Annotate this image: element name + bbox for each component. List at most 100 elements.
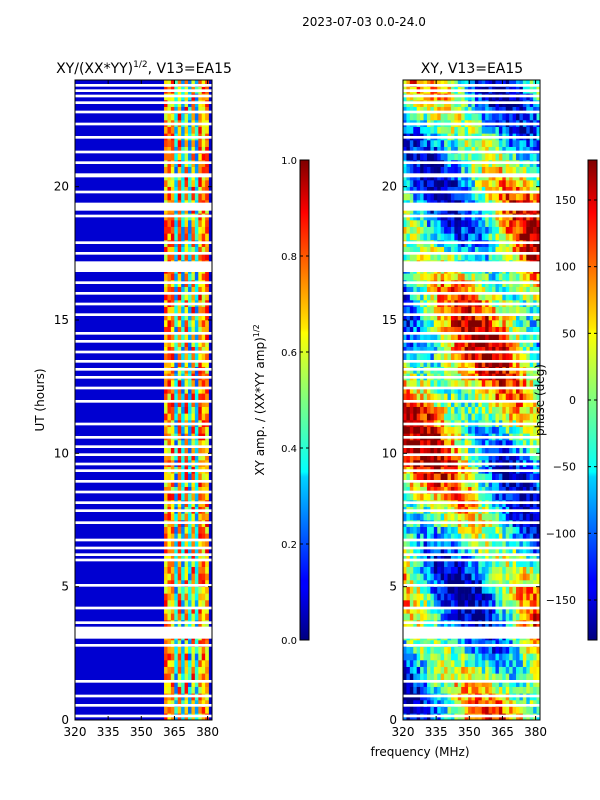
xy-phase-cell <box>464 180 469 187</box>
xy-phase-cell <box>512 600 517 607</box>
xy-phase-cell <box>512 646 517 654</box>
xy-phase-cell <box>536 560 540 567</box>
xy-phase-cell <box>440 253 445 261</box>
xy-phase-cell <box>409 600 414 607</box>
xy-phase-cell <box>444 340 448 347</box>
xy-phase-cell <box>450 700 455 707</box>
xy-phase-cell <box>426 393 431 401</box>
xy-phase-cell <box>409 666 414 674</box>
amp-ratio-cell <box>181 613 185 621</box>
amp-ratio-cell <box>167 440 172 447</box>
xy-phase-cell <box>498 166 503 174</box>
xy-phase-cell <box>509 406 513 414</box>
xy-phase-cell <box>495 513 500 521</box>
amp-ratio-cell <box>177 700 182 707</box>
xy-phase-cell <box>505 426 510 434</box>
amp-ratio-cell <box>164 706 168 714</box>
xy-phase-cell <box>502 700 507 707</box>
xy-phase-cell <box>502 180 507 187</box>
amp-ratio-cell <box>201 593 206 601</box>
xy-phase-cell <box>516 533 520 541</box>
xy-phase-cell <box>413 380 417 387</box>
amp-ratio-cell <box>170 193 175 201</box>
xy-phase-cell <box>403 360 407 367</box>
xy-phase-cell <box>437 246 441 254</box>
xy-phase-cell <box>485 440 489 447</box>
amp-ratio-cell <box>194 606 199 614</box>
xy-phase-cell <box>478 333 483 341</box>
xy-phase-cell <box>478 346 483 354</box>
xy-phase-cell <box>464 353 469 361</box>
xy-phase-cell <box>495 226 500 234</box>
xy-phase-cell <box>409 166 414 174</box>
xy-phase-cell <box>478 473 483 481</box>
xy-phase-cell <box>426 293 431 301</box>
amp-ratio-cell <box>201 220 206 227</box>
xy-phase-cell <box>403 553 407 561</box>
xy-phase-cell <box>509 526 513 534</box>
xy-phase-cell <box>464 686 469 694</box>
xy-phase-cell <box>450 273 455 281</box>
xy-phase-cell <box>413 293 417 301</box>
xy-phase-cell <box>461 473 465 481</box>
xy-phase-cell <box>536 526 540 534</box>
xy-phase-cell <box>522 440 527 447</box>
amp-ratio-cell <box>194 493 199 501</box>
xy-phase-cell <box>416 646 421 654</box>
amp-ratio-cell <box>181 660 185 667</box>
xy-phase-cell <box>529 393 534 401</box>
amp-ratio-cell <box>205 126 209 134</box>
xy-phase-cell <box>519 640 524 647</box>
amp-ratio-cell <box>191 640 196 647</box>
xy-phase-cell <box>450 666 455 674</box>
amp-ratio-cell <box>188 106 192 114</box>
amp-ratio-cell <box>198 553 203 561</box>
amp-ratio-cell <box>184 586 189 594</box>
xy-phase-cell <box>444 553 448 561</box>
amp-ratio-cell <box>188 180 192 187</box>
xy-phase-cell <box>536 593 540 601</box>
amp-ratio-cell <box>174 640 179 647</box>
xy-phase-cell <box>437 226 441 234</box>
xy-phase-cell <box>413 140 417 147</box>
amp-ratio-cell <box>181 253 185 261</box>
amp-ratio-cell <box>205 353 209 361</box>
xy-phase-cell <box>492 360 496 367</box>
xy-phase-cell <box>444 706 448 714</box>
xy-phase-cell <box>478 146 483 154</box>
xy-phase-cell <box>488 593 493 601</box>
xy-phase-cell <box>447 186 452 194</box>
xy-phase-cell <box>509 353 513 361</box>
xy-phase-cell <box>474 533 479 541</box>
xy-phase-cell <box>416 573 421 581</box>
xy-phase-cell <box>522 446 527 454</box>
xy-phase-cell <box>481 406 486 414</box>
amp-ratio-cell <box>164 333 168 341</box>
amp-ratio-cell <box>174 440 179 447</box>
xy-phase-cell <box>519 566 524 574</box>
xy-phase-cell <box>526 606 531 614</box>
xy-phase-cell <box>509 486 513 494</box>
xy-phase-cell <box>529 566 534 574</box>
xy-phase-cell <box>416 533 421 541</box>
xy-phase-cell <box>440 686 445 694</box>
amp-ratio-cell <box>184 400 189 407</box>
xy-phase-cell <box>403 153 407 161</box>
figure-suptitle: 2023-07-03 0.0-24.0 <box>302 15 426 29</box>
xy-phase-cell <box>505 406 510 414</box>
xy-phase-cell <box>433 540 438 547</box>
xy-phase-cell <box>447 526 452 534</box>
xy-phase-cell <box>457 526 462 534</box>
xy-phase-cell <box>471 660 476 667</box>
xy-phase-cell <box>533 486 537 494</box>
amp-ratio-cell <box>188 686 192 694</box>
xy-phase-cell <box>516 553 520 561</box>
amp-ratio-cell <box>184 653 189 661</box>
amp-ratio-cell <box>205 286 209 294</box>
xy-phase-cell <box>495 406 500 414</box>
amp-ratio-cell <box>191 226 196 234</box>
xy-phase-cell <box>454 680 459 687</box>
amp-ratio-cell <box>194 326 199 334</box>
xy-phase-cell <box>488 386 493 394</box>
xy-phase-cell <box>522 333 527 341</box>
